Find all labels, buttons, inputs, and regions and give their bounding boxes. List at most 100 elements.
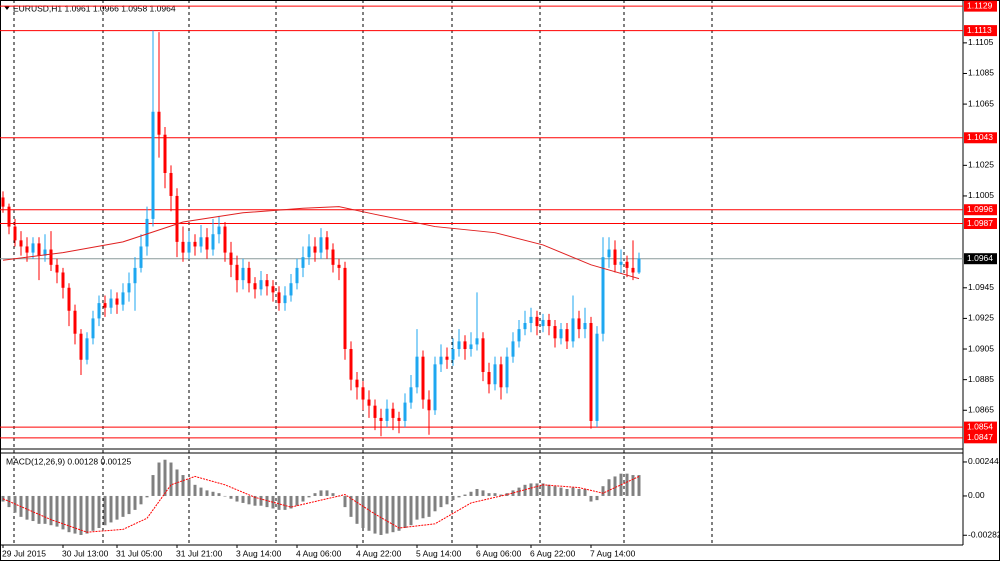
macd-bar bbox=[631, 475, 635, 496]
candle-body bbox=[421, 356, 425, 400]
candle-body bbox=[451, 349, 455, 360]
macd-bar bbox=[475, 488, 479, 496]
macd-bar bbox=[259, 495, 263, 506]
macd-bar bbox=[313, 493, 317, 496]
candle-body bbox=[193, 241, 197, 247]
candle-body bbox=[619, 261, 623, 265]
candle-body bbox=[427, 399, 431, 411]
candle-body bbox=[571, 318, 575, 342]
macd-bar bbox=[541, 483, 545, 496]
level-label: 1.0854 bbox=[967, 421, 993, 431]
macd-bar bbox=[61, 495, 65, 530]
x-tick-label: 7 Aug 14:00 bbox=[590, 548, 636, 558]
candle-body bbox=[241, 267, 245, 281]
candle-body bbox=[295, 267, 299, 284]
candle-body bbox=[181, 241, 185, 253]
macd-bar bbox=[55, 495, 59, 527]
y-tick-label: 1.1105 bbox=[968, 37, 994, 47]
macd-bar bbox=[589, 495, 593, 502]
x-tick-label: 4 Aug 22:00 bbox=[356, 548, 402, 558]
candle-body bbox=[115, 298, 119, 305]
candle-body bbox=[577, 318, 581, 330]
macd-bar bbox=[493, 493, 497, 496]
macd-bar bbox=[25, 495, 29, 520]
candle-body bbox=[391, 408, 395, 418]
candle-body bbox=[223, 226, 227, 253]
candle-body bbox=[1, 197, 5, 207]
macd-bar bbox=[283, 495, 287, 510]
macd-bar bbox=[223, 495, 227, 497]
y-tick-label: 1.1025 bbox=[968, 160, 994, 170]
candle-body bbox=[355, 379, 359, 388]
menu-arrow[interactable] bbox=[4, 6, 10, 10]
candle-body bbox=[325, 237, 329, 250]
candle-body bbox=[601, 257, 605, 334]
macd-bar bbox=[193, 484, 197, 496]
macd-bar bbox=[97, 495, 101, 529]
level-label: 1.1113 bbox=[967, 25, 992, 35]
candle-body bbox=[73, 310, 77, 334]
candle-body bbox=[631, 267, 635, 273]
candle-body bbox=[337, 264, 341, 268]
level-label-box bbox=[964, 218, 997, 229]
macd-bar bbox=[241, 495, 245, 503]
macd-bar bbox=[295, 495, 299, 506]
macd-bar bbox=[391, 495, 395, 533]
candle-body bbox=[79, 333, 83, 360]
macd-bar bbox=[625, 473, 629, 496]
macd-bar bbox=[565, 488, 569, 496]
macd-bar bbox=[379, 495, 383, 535]
candle-body bbox=[61, 272, 65, 288]
macd-bar bbox=[499, 494, 503, 496]
macd-bar bbox=[613, 476, 617, 496]
candle-body bbox=[343, 267, 347, 350]
macd-bar bbox=[85, 495, 89, 534]
y-tick-label: 1.0865 bbox=[968, 405, 994, 415]
x-tick-label: 5 Aug 14:00 bbox=[416, 548, 462, 558]
candle-body bbox=[265, 280, 269, 287]
macd-bar bbox=[535, 483, 539, 496]
macd-bar bbox=[205, 490, 209, 496]
candle-body bbox=[187, 241, 191, 253]
level-label: 1.0996 bbox=[967, 204, 993, 214]
candle-body bbox=[403, 402, 407, 421]
candle-body bbox=[481, 338, 485, 372]
candle-body bbox=[595, 333, 599, 421]
macd-bar bbox=[211, 491, 215, 496]
candle-body bbox=[127, 283, 131, 293]
macd-bar bbox=[385, 495, 389, 534]
macd-bar bbox=[31, 495, 35, 522]
level-label-box bbox=[964, 132, 997, 144]
y-tick-label: 1.0945 bbox=[968, 282, 994, 292]
macd-bar bbox=[595, 495, 599, 501]
candle-body bbox=[157, 111, 161, 135]
y-tick-label: 0.00244 bbox=[968, 456, 999, 466]
candle-body bbox=[583, 323, 587, 330]
macd-bar bbox=[307, 495, 311, 498]
candle-body bbox=[307, 246, 311, 258]
macd-bar bbox=[373, 495, 377, 534]
macd-label: MACD(12,26,9) 0.00128 0.00125 bbox=[6, 456, 131, 466]
candle-body bbox=[253, 283, 257, 290]
y-tick-label: 1.0885 bbox=[968, 374, 994, 384]
candle-body bbox=[13, 226, 17, 241]
macd-bar bbox=[79, 495, 83, 535]
candle-body bbox=[457, 341, 461, 350]
macd-bar bbox=[181, 475, 185, 496]
level-label-box bbox=[964, 25, 997, 37]
candle-body bbox=[463, 341, 467, 350]
candle-body bbox=[475, 338, 479, 345]
macd-bar bbox=[49, 495, 53, 526]
macd-bar bbox=[601, 486, 605, 496]
candle-body bbox=[313, 246, 317, 253]
macd-bar bbox=[583, 488, 587, 496]
macd-bar bbox=[553, 486, 557, 496]
candle-body bbox=[139, 246, 143, 268]
macd-bar bbox=[445, 495, 449, 505]
y-tick-label: 1.0905 bbox=[968, 343, 994, 353]
macd-bar bbox=[433, 495, 437, 512]
last-price-box bbox=[964, 253, 997, 265]
macd-bar bbox=[187, 479, 191, 496]
candle-body bbox=[217, 226, 221, 235]
candle-body bbox=[199, 237, 203, 247]
